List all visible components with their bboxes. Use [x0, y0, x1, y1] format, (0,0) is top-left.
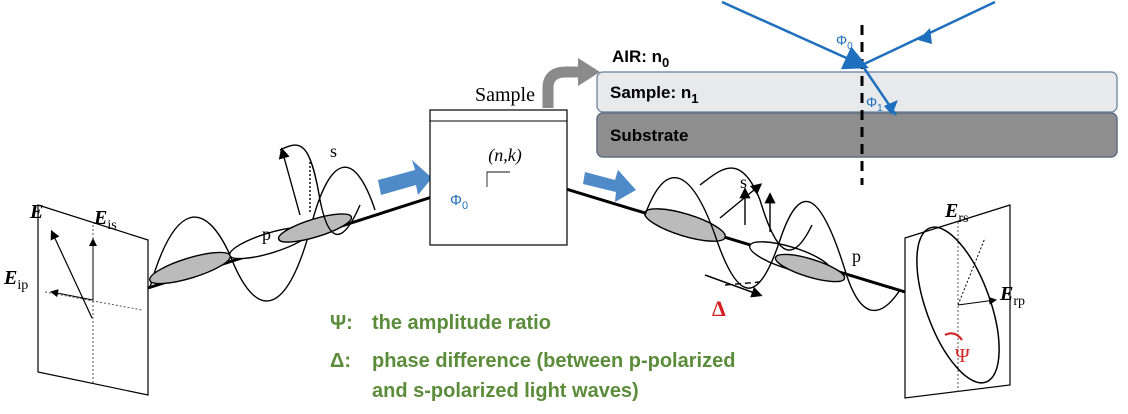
- phi0-label: Φ0: [836, 32, 853, 52]
- sample-layer-label: Sample: n1: [610, 83, 698, 106]
- eis-label: Eis: [93, 207, 117, 233]
- legend-symbol: Δ:: [330, 350, 351, 372]
- reflected-plate: [904, 204, 1011, 399]
- sample-angle: Φ0: [450, 192, 468, 212]
- p-label: p: [262, 224, 271, 244]
- substrate-label: Substrate: [610, 126, 688, 145]
- ers-label: Ers: [944, 200, 968, 226]
- link-arrow: [542, 66, 580, 108]
- beam-arrow: [378, 160, 432, 195]
- phi1-label: Φ1: [866, 94, 883, 114]
- arrowhead: [578, 58, 600, 86]
- legend-text: the amplitude ratio: [372, 312, 551, 334]
- substrate-layer: [596, 112, 1118, 158]
- s-label: s: [330, 141, 337, 161]
- e-label: E: [29, 201, 43, 223]
- sample-label: Sample: [475, 84, 535, 106]
- delta-label: Δ: [712, 296, 726, 321]
- reflected-wave: [644, 167, 901, 312]
- erp-label: Erp: [999, 283, 1025, 309]
- legend-text: phase difference (between p-polarized: [372, 350, 735, 372]
- sample-normal: [486, 171, 510, 187]
- legend-symbol: Ψ:: [330, 312, 353, 334]
- arrowhead: [918, 28, 932, 44]
- beam-arrow: [583, 170, 636, 202]
- p-label: p: [852, 246, 861, 266]
- s-label: s: [740, 172, 747, 192]
- nk-label: (n,k): [488, 145, 521, 166]
- psi-label: Ψ: [955, 345, 970, 367]
- incident-ray: [721, 0, 869, 70]
- legend-text: and s-polarized light waves): [372, 380, 639, 402]
- eip-label: Eip: [3, 267, 28, 293]
- incident-wave: [149, 144, 376, 302]
- air-label: AIR: n0: [612, 47, 669, 70]
- sample-layer: [596, 71, 1118, 113]
- inset: AIR: n0 Sample: n1 Substrate Φ0 Φ1: [596, 0, 1118, 185]
- incident-plate: [37, 204, 149, 396]
- arrowhead: [884, 100, 898, 115]
- sample-box: [429, 109, 568, 246]
